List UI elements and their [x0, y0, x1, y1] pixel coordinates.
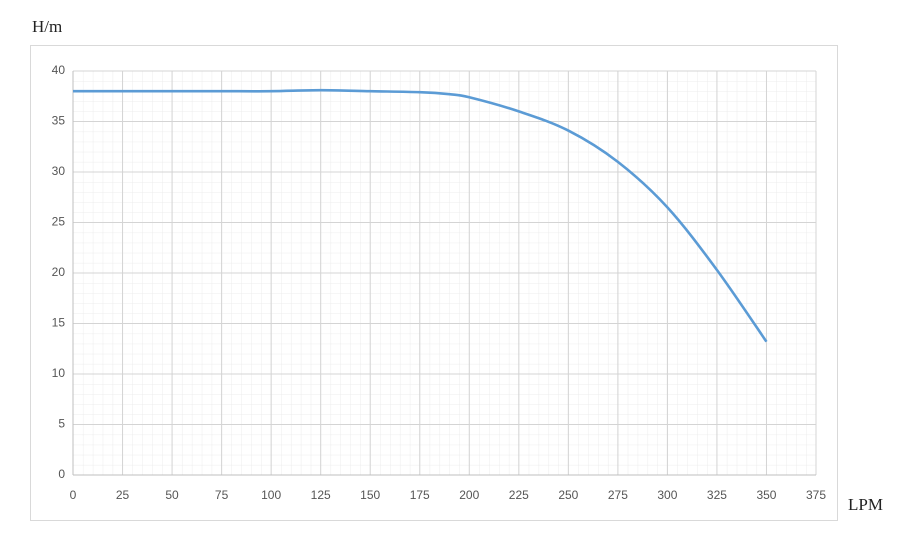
y-tick-label: 20: [52, 265, 66, 279]
x-tick-label: 50: [165, 488, 179, 502]
x-tick-label: 325: [707, 488, 727, 502]
x-tick-label: 300: [657, 488, 677, 502]
y-tick-label: 0: [58, 467, 65, 481]
x-tick-label: 125: [311, 488, 331, 502]
x-tick-label: 150: [360, 488, 380, 502]
y-tick-label: 35: [52, 114, 66, 128]
x-tick-label: 350: [756, 488, 776, 502]
y-tick-label: 30: [52, 164, 66, 178]
y-tick-label: 15: [52, 316, 66, 330]
x-tick-label: 100: [261, 488, 281, 502]
x-tick-label: 175: [410, 488, 430, 502]
x-tick-label: 25: [116, 488, 130, 502]
x-tick-label: 75: [215, 488, 229, 502]
y-tick-label: 25: [52, 215, 66, 229]
x-tick-label: 375: [806, 488, 826, 502]
x-tick-label: 0: [70, 488, 77, 502]
y-tick-label: 10: [52, 366, 66, 380]
x-axis-label: LPM: [848, 495, 883, 514]
x-tick-label: 275: [608, 488, 628, 502]
x-tick-label: 250: [558, 488, 578, 502]
y-axis-label: H/m: [32, 17, 62, 36]
y-tick-label: 5: [58, 417, 65, 431]
x-tick-label: 200: [459, 488, 479, 502]
data-line: [73, 88, 768, 343]
x-tick-label: 225: [509, 488, 529, 502]
y-tick-label: 40: [52, 63, 66, 77]
